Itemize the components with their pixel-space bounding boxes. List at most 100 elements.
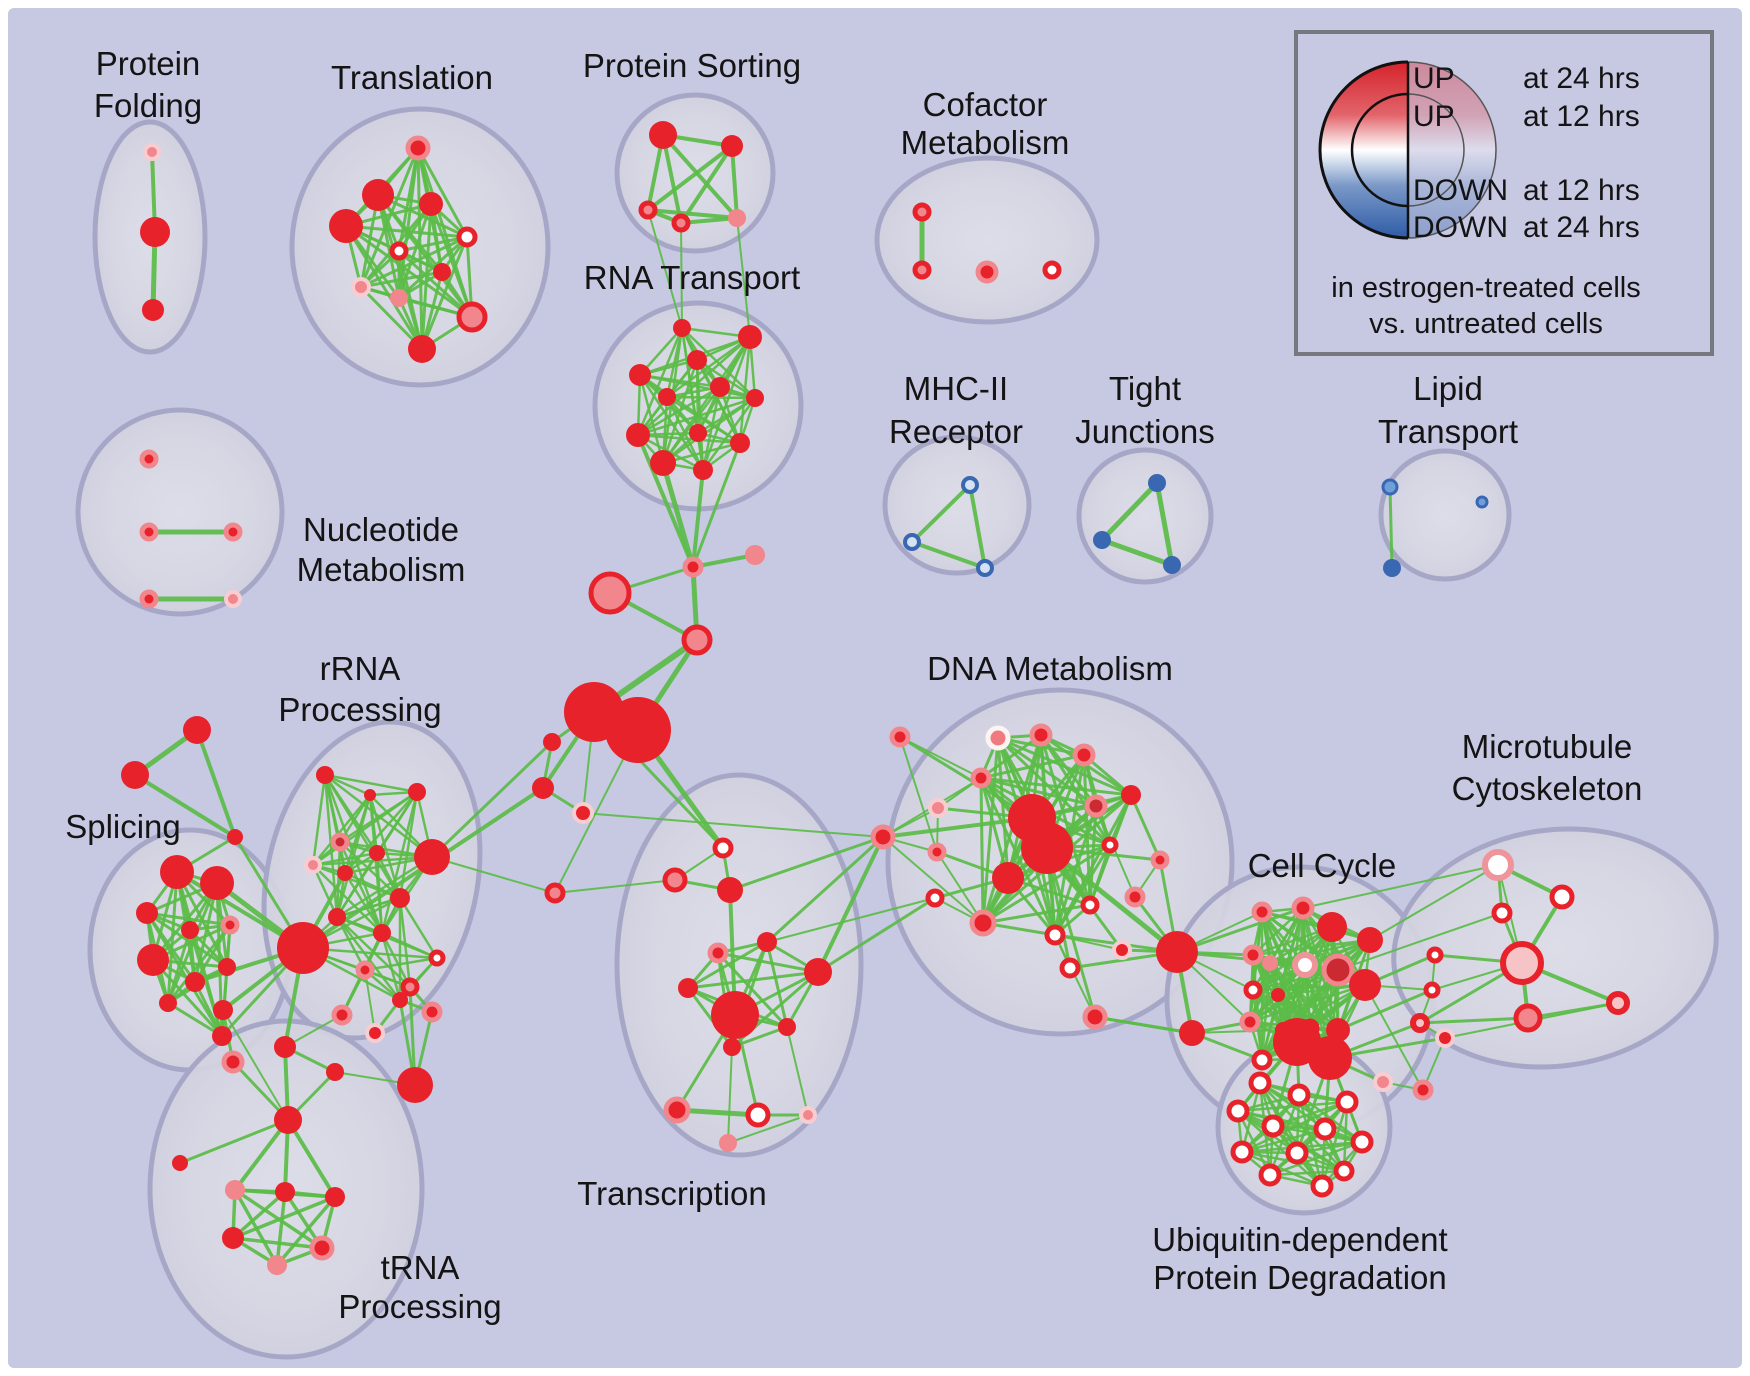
node-m5 xyxy=(1606,991,1630,1015)
cluster-label-splicing: Splicing xyxy=(65,808,181,845)
edge xyxy=(716,951,789,1029)
cluster-bubble-tight-junctions xyxy=(1076,447,1214,585)
node-nm4 xyxy=(139,589,159,609)
edge xyxy=(344,224,474,319)
node-mh1 xyxy=(961,476,979,494)
node-s6 xyxy=(136,902,158,924)
node-tn4 xyxy=(804,958,832,986)
edge xyxy=(816,835,885,974)
edge xyxy=(1240,1150,1324,1188)
edge xyxy=(691,468,705,569)
cluster-label-line: Translation xyxy=(331,59,493,96)
cluster-label-cofactor-metabolism: Cofactor Metabolism xyxy=(901,86,1070,161)
legend-time-label: at 12 hrs xyxy=(1523,100,1640,133)
edge xyxy=(430,740,554,859)
edge xyxy=(1364,984,1424,1091)
cluster-label-line: Microtubule xyxy=(1462,728,1633,765)
node-r11 xyxy=(328,908,346,926)
node-d3 xyxy=(1072,743,1096,767)
cluster-label-cell-cycle: Cell Cycle xyxy=(1248,847,1397,884)
node-bp xyxy=(588,571,632,615)
edge xyxy=(786,1026,809,1116)
edge xyxy=(1095,805,1136,898)
edge xyxy=(359,235,469,289)
edge xyxy=(979,776,1133,797)
node-br1 xyxy=(1156,931,1198,973)
node-d9 xyxy=(1101,836,1119,854)
edge xyxy=(936,851,984,924)
node-cb2 xyxy=(1412,1079,1434,1101)
edge xyxy=(728,835,885,892)
node-r6 xyxy=(337,865,353,881)
node-u11 xyxy=(1310,1174,1334,1198)
edge xyxy=(195,728,237,839)
node-rt5 xyxy=(710,377,730,397)
edge xyxy=(979,776,985,925)
cluster-bubble-lipid-transport xyxy=(1378,448,1512,582)
edge xyxy=(716,951,820,974)
node-d16 xyxy=(1112,940,1132,960)
node-d1 xyxy=(985,725,1011,751)
node-m1 xyxy=(1482,849,1514,881)
legend-direction-label: UP xyxy=(1413,100,1455,133)
edge xyxy=(1337,912,1503,971)
node-ps3 xyxy=(638,200,658,220)
node-m10 xyxy=(1435,1028,1455,1048)
node-pf3 xyxy=(142,299,164,321)
edge xyxy=(686,970,820,990)
node-s8 xyxy=(220,915,240,935)
node-r13 xyxy=(400,977,420,997)
node-u7 xyxy=(1350,1130,1374,1154)
edge xyxy=(311,863,339,919)
node-tr2 xyxy=(221,1050,245,1074)
cluster-label-line: Receptor xyxy=(889,413,1023,450)
node-t5 xyxy=(456,226,478,248)
edge xyxy=(359,285,424,351)
cluster-label-line: Transcription xyxy=(577,1175,767,1212)
legend-time-label: at 24 hrs xyxy=(1523,211,1640,244)
node-c1 xyxy=(1251,901,1273,923)
node-rt10 xyxy=(730,433,750,453)
edge xyxy=(397,235,469,253)
edge xyxy=(335,896,402,919)
legend-wheel-outer-right xyxy=(1408,62,1496,238)
edge xyxy=(344,224,424,351)
node-t2 xyxy=(362,179,394,211)
edge xyxy=(1053,843,1112,937)
edge xyxy=(691,441,742,569)
node-t9 xyxy=(390,289,408,307)
node-d10 xyxy=(1150,850,1170,870)
edge xyxy=(338,840,384,935)
edge xyxy=(730,144,739,220)
node-lt3 xyxy=(1475,495,1489,509)
edge xyxy=(145,911,224,1038)
node-c7 xyxy=(1321,953,1355,987)
edge xyxy=(166,1001,224,1038)
node-pf2 xyxy=(140,217,170,247)
node-i1 xyxy=(543,733,561,751)
node-h2b xyxy=(605,697,671,763)
node-pk xyxy=(745,545,765,565)
edge xyxy=(981,903,1092,925)
node-u6 xyxy=(1313,1117,1337,1141)
edge xyxy=(188,928,224,1038)
node-m2 xyxy=(1549,884,1575,910)
edge xyxy=(1302,864,1499,909)
node-tn8 xyxy=(745,1102,771,1128)
cluster-label-line: Nucleotide xyxy=(303,511,459,548)
edge xyxy=(736,217,751,338)
node-dhc xyxy=(992,862,1024,894)
edge xyxy=(286,1118,337,1199)
edge xyxy=(1268,938,1372,965)
node-tj1 xyxy=(1148,474,1166,492)
node-lt1 xyxy=(1381,478,1399,496)
legend-time-label: at 12 hrs xyxy=(1523,174,1640,207)
node-rt7 xyxy=(746,389,764,407)
edge xyxy=(1045,846,1097,1019)
node-s12 xyxy=(159,994,177,1012)
node-pf1 xyxy=(143,143,161,161)
node-c11 xyxy=(1239,1011,1261,1033)
node-th xyxy=(711,991,759,1039)
node-tr1 xyxy=(213,1000,233,1020)
